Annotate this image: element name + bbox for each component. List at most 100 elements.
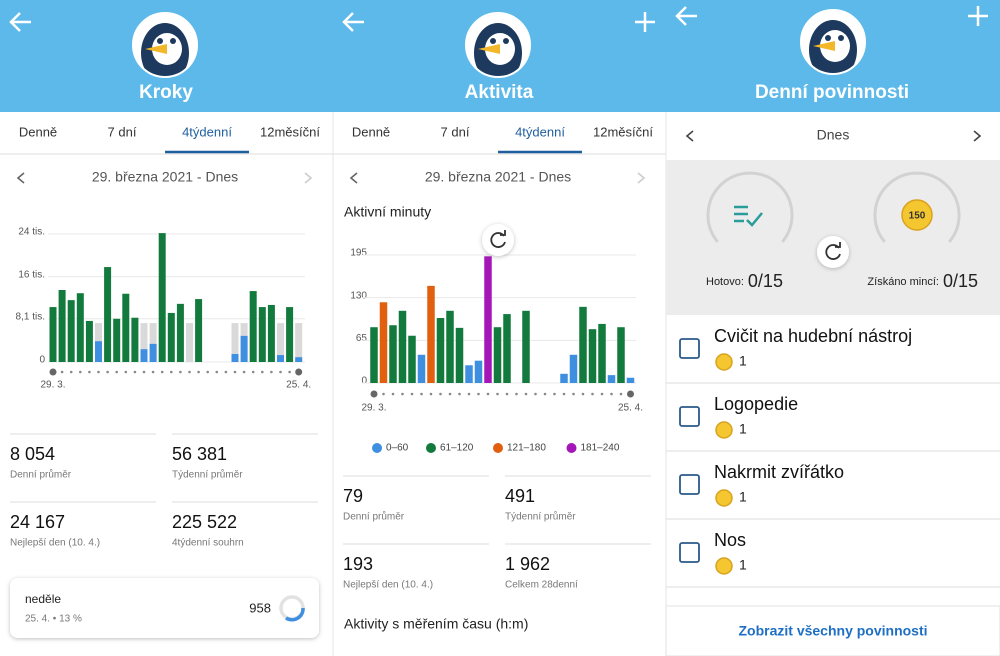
axis-dot <box>370 390 378 398</box>
axis-dot <box>496 392 499 396</box>
task-checkbox[interactable] <box>679 406 700 427</box>
axis-dot <box>242 370 246 374</box>
task-name[interactable]: Logopedie <box>714 394 798 414</box>
task-coins: 1 <box>739 489 747 505</box>
axis-dot <box>382 392 385 396</box>
bar <box>58 290 66 362</box>
tab[interactable]: 7 dní <box>108 124 137 139</box>
prev-button[interactable] <box>685 130 694 142</box>
stat-value: 79 <box>343 486 363 506</box>
tab[interactable]: 12měsíční <box>593 124 653 139</box>
day-card[interactable] <box>10 578 319 638</box>
bar <box>560 373 568 383</box>
task-checkbox[interactable] <box>679 474 700 495</box>
tab[interactable]: Denně <box>19 124 57 139</box>
bar <box>149 343 157 362</box>
bar <box>295 323 303 362</box>
axis-dot <box>79 370 82 374</box>
axis-dot <box>627 390 634 398</box>
penguin-beak <box>145 44 167 54</box>
avatar <box>466 13 530 77</box>
done-summary: Hotovo: 0/15 <box>706 271 783 291</box>
axis-dot <box>619 392 623 396</box>
axis-dot <box>97 370 100 374</box>
avatar-ring <box>132 12 198 78</box>
task-name[interactable]: Cvičit na hudební nástroj <box>714 326 912 346</box>
tab[interactable]: 4týdenní <box>515 124 565 139</box>
bar <box>140 349 148 362</box>
back-button[interactable] <box>675 6 697 26</box>
axis-dot <box>429 392 433 396</box>
axis-dot <box>600 392 604 396</box>
coin <box>901 199 933 231</box>
next-button[interactable] <box>973 130 982 142</box>
axis-dot <box>295 368 303 376</box>
bar <box>67 300 75 362</box>
bar <box>379 302 388 383</box>
penguin-eye <box>490 38 496 44</box>
bar <box>149 323 157 362</box>
axis-dot <box>458 392 461 396</box>
card-value: 958 <box>249 600 271 615</box>
refresh-button[interactable] <box>817 236 849 268</box>
coins-value: 0/15 <box>943 271 978 291</box>
stat-value: 8 054 <box>10 444 55 464</box>
screen-title: Kroky <box>139 82 193 103</box>
bar <box>427 285 435 383</box>
next-button[interactable] <box>637 172 646 184</box>
coin <box>715 557 733 575</box>
bar <box>231 323 239 362</box>
axis-dot <box>124 370 128 374</box>
footer-link[interactable]: Zobrazit všechny povinnosti <box>738 623 927 639</box>
axis-dot <box>261 370 264 374</box>
stat-value: 24 167 <box>10 512 65 532</box>
bar <box>493 327 502 383</box>
tab[interactable]: 12měsíční <box>260 124 320 139</box>
task-checkbox[interactable] <box>679 542 700 563</box>
task-name[interactable]: Nakrmit zvířátko <box>714 462 844 482</box>
tab[interactable]: 4týdenní <box>182 124 232 139</box>
screen-title: Aktivita <box>465 82 534 103</box>
bar <box>267 304 275 362</box>
penguin-beak <box>478 44 500 54</box>
axis-dot <box>133 370 137 374</box>
prev-button[interactable] <box>349 172 358 184</box>
axis-dot <box>160 370 164 374</box>
stat-label: Nejlepší den (10. 4.) <box>10 538 100 549</box>
bar <box>607 375 616 383</box>
y-tick-label: 195 <box>350 248 367 259</box>
bar <box>85 320 93 362</box>
penguin-eye <box>157 38 163 44</box>
stat-value: 193 <box>343 554 373 574</box>
bar <box>286 307 294 362</box>
refresh-icon <box>490 232 506 248</box>
axis-dot <box>60 370 64 374</box>
progress-arc <box>285 607 305 622</box>
back-button[interactable] <box>342 12 364 32</box>
legend-swatch <box>426 443 436 453</box>
axis-dot <box>524 392 528 396</box>
coins-label: Získáno mincí: <box>867 276 939 288</box>
y-tick-label: 24 tis. <box>18 227 45 238</box>
task-checkbox[interactable] <box>679 338 700 359</box>
task-name[interactable]: Nos <box>714 530 746 550</box>
next-button[interactable] <box>304 172 313 184</box>
legend-swatch <box>493 443 503 453</box>
add-button[interactable] <box>635 12 655 32</box>
screen-title: Denní povinnosti <box>755 82 909 103</box>
checklist-check <box>746 212 763 227</box>
axis-dot <box>420 392 423 396</box>
add-button[interactable] <box>968 6 988 26</box>
tab[interactable]: Denně <box>352 124 390 139</box>
stat-value: 225 522 <box>172 512 237 532</box>
refresh-button[interactable] <box>482 224 514 256</box>
axis-dot <box>391 392 395 396</box>
avatar-ring <box>465 12 531 78</box>
axis-dot <box>224 370 228 374</box>
back-button[interactable] <box>9 12 31 32</box>
task-coins: 1 <box>739 353 747 369</box>
bar <box>446 310 454 383</box>
prev-button[interactable] <box>16 172 25 184</box>
stat-label: Denní průměr <box>10 469 72 481</box>
tab[interactable]: 7 dní <box>441 124 470 139</box>
